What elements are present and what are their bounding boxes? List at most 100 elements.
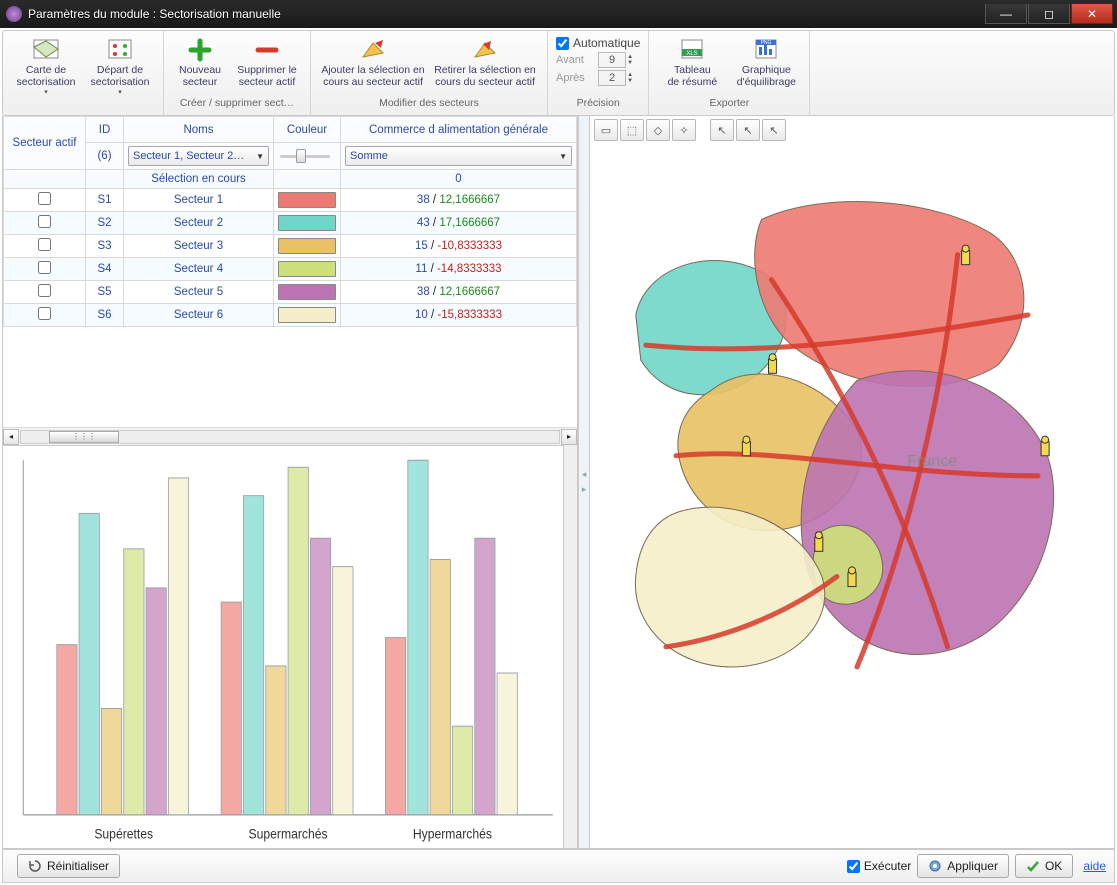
row-id: S6 <box>86 304 124 327</box>
depart-sectorisation-button[interactable]: Départ de sectorisation ▾ <box>83 34 157 99</box>
svg-text:XLS: XLS <box>687 51 698 57</box>
ajouter-selection-button[interactable]: Ajouter la sélection en cours au secteur… <box>317 34 429 91</box>
row-checkbox[interactable] <box>38 192 51 205</box>
carte-label: Carte de sectorisation <box>17 64 76 88</box>
map-tool-3[interactable]: ◇ <box>646 119 670 141</box>
table-row[interactable]: S1 Secteur 1 38 / 12,1666667 <box>4 189 577 212</box>
balance-chart: Supérettes Supermarchés Hypermarchés <box>3 445 563 848</box>
table-row[interactable]: S4 Secteur 4 11 / -14,8333333 <box>4 258 577 281</box>
window-maximize-button[interactable]: ◻ <box>1028 4 1070 24</box>
minus-icon <box>253 37 281 63</box>
appliquer-label: Appliquer <box>947 859 998 873</box>
depart-label: Départ de sectorisation <box>91 64 150 88</box>
png-chart-icon: PNG <box>752 37 780 63</box>
metric-dropdown[interactable]: Somme▼ <box>345 146 572 166</box>
table-row[interactable]: S5 Secteur 5 38 / 12,1666667 <box>4 281 577 304</box>
table-hscroll[interactable]: ◂⋮⋮⋮▸ <box>3 427 577 445</box>
table-row[interactable]: S3 Secteur 3 15 / -10,8333333 <box>4 235 577 258</box>
row-checkbox[interactable] <box>38 307 51 320</box>
ribbon: Carte de sectorisation ▾ Départ de secto… <box>2 30 1115 116</box>
avant-label: Avant <box>556 54 592 66</box>
nouveau-secteur-button[interactable]: Nouveau secteur <box>170 34 230 91</box>
row-id: S4 <box>86 258 124 281</box>
row-name: Secteur 4 <box>124 258 274 281</box>
svg-text:Supermarchés: Supermarchés <box>249 826 328 842</box>
id-count[interactable]: (6) <box>86 143 124 170</box>
row-name: Secteur 6 <box>124 304 274 327</box>
selection-en-cours: Sélection en cours <box>124 170 274 189</box>
carte-sectorisation-button[interactable]: Carte de sectorisation ▾ <box>9 34 83 99</box>
row-value: 43 / 17,1666667 <box>341 212 577 235</box>
map-cursor-3[interactable]: ↖ <box>762 119 786 141</box>
svg-text:Hypermarchés: Hypermarchés <box>413 826 492 842</box>
group-export-label: Exporter <box>655 97 803 113</box>
col-metric[interactable]: Commerce d alimentation générale <box>341 117 577 143</box>
svg-text:Supérettes: Supérettes <box>94 826 153 842</box>
col-actif[interactable]: Secteur actif <box>4 117 86 170</box>
appliquer-button[interactable]: Appliquer <box>917 854 1009 878</box>
window-close-button[interactable]: ✕ <box>1071 4 1113 24</box>
window-titlebar: Paramètres du module : Sectorisation man… <box>0 0 1117 28</box>
group-create-label: Créer / supprimer sect… <box>170 97 304 113</box>
tableau-resume-button[interactable]: XLS Tableau de résumé <box>655 34 729 91</box>
row-value: 10 / -15,8333333 <box>341 304 577 327</box>
graphique-equilibrage-button[interactable]: PNG Graphique d'équilibrage <box>729 34 803 91</box>
row-swatch <box>278 215 336 231</box>
auto-checkbox[interactable] <box>556 37 569 50</box>
row-swatch <box>278 192 336 208</box>
map-tool-1[interactable]: ▭ <box>594 119 618 141</box>
aide-link[interactable]: aide <box>1083 859 1106 873</box>
table-row[interactable]: S6 Secteur 6 10 / -15,8333333 <box>4 304 577 327</box>
row-value: 11 / -14,8333333 <box>341 258 577 281</box>
row-value: 38 / 12,1666667 <box>341 189 577 212</box>
row-swatch <box>278 238 336 254</box>
add-to-sector-icon <box>359 37 387 63</box>
row-checkbox[interactable] <box>38 284 51 297</box>
plus-icon <box>186 37 214 63</box>
supprimer-label: Supprimer le secteur actif <box>237 64 297 88</box>
vertical-splitter[interactable]: ◂▸ <box>578 116 590 848</box>
map-tool-2[interactable]: ⬚ <box>620 119 644 141</box>
map-cursor-2[interactable]: ↖ <box>736 119 760 141</box>
avant-spinner[interactable]: ▲▼ <box>598 52 640 68</box>
row-swatch <box>278 261 336 277</box>
ok-button[interactable]: OK <box>1015 854 1073 878</box>
map-cursor-1[interactable]: ↖ <box>710 119 734 141</box>
col-couleur[interactable]: Couleur <box>274 117 341 143</box>
ok-label: OK <box>1045 859 1062 873</box>
tableau-label: Tableau de résumé <box>668 64 718 88</box>
supprimer-secteur-button[interactable]: Supprimer le secteur actif <box>230 34 304 91</box>
row-name: Secteur 2 <box>124 212 274 235</box>
couleur-slider[interactable] <box>278 147 332 165</box>
map-pane[interactable]: France <box>590 144 1114 848</box>
footer: Réinitialiser Exécuter Appliquer OK aide <box>2 849 1115 883</box>
map-toolbar: ▭ ⬚ ◇ ✧ ↖ ↖ ↖ <box>590 116 1114 144</box>
row-checkbox[interactable] <box>38 238 51 251</box>
map-card-icon <box>32 37 60 63</box>
table-row[interactable]: S2 Secteur 2 43 / 17,1666667 <box>4 212 577 235</box>
row-checkbox[interactable] <box>38 261 51 274</box>
executer-check[interactable]: Exécuter <box>847 859 911 873</box>
noms-dropdown[interactable]: Secteur 1, Secteur 2…▼ <box>128 146 269 166</box>
row-name: Secteur 3 <box>124 235 274 258</box>
auto-label: Automatique <box>573 36 640 50</box>
group-precision-label: Précision <box>554 97 642 113</box>
window-minimize-button[interactable]: — <box>985 4 1027 24</box>
row-value: 38 / 12,1666667 <box>341 281 577 304</box>
row-checkbox[interactable] <box>38 215 51 228</box>
precision-controls: Automatique Avant ▲▼ Après ▲▼ <box>554 34 642 88</box>
col-id[interactable]: ID <box>86 117 124 143</box>
map-tool-4[interactable]: ✧ <box>672 119 696 141</box>
col-noms[interactable]: Noms <box>124 117 274 143</box>
remove-from-sector-icon <box>471 37 499 63</box>
ajouter-label: Ajouter la sélection en cours au secteur… <box>321 64 424 88</box>
gear-icon <box>928 859 942 873</box>
apres-spinner[interactable]: ▲▼ <box>598 70 640 86</box>
row-name: Secteur 1 <box>124 189 274 212</box>
retirer-selection-button[interactable]: Retirer la sélection en cours du secteur… <box>429 34 541 91</box>
nouveau-label: Nouveau secteur <box>179 64 221 88</box>
reset-label: Réinitialiser <box>47 859 109 873</box>
chart-vscroll[interactable] <box>563 445 577 848</box>
reset-button[interactable]: Réinitialiser <box>17 854 120 878</box>
row-name: Secteur 5 <box>124 281 274 304</box>
